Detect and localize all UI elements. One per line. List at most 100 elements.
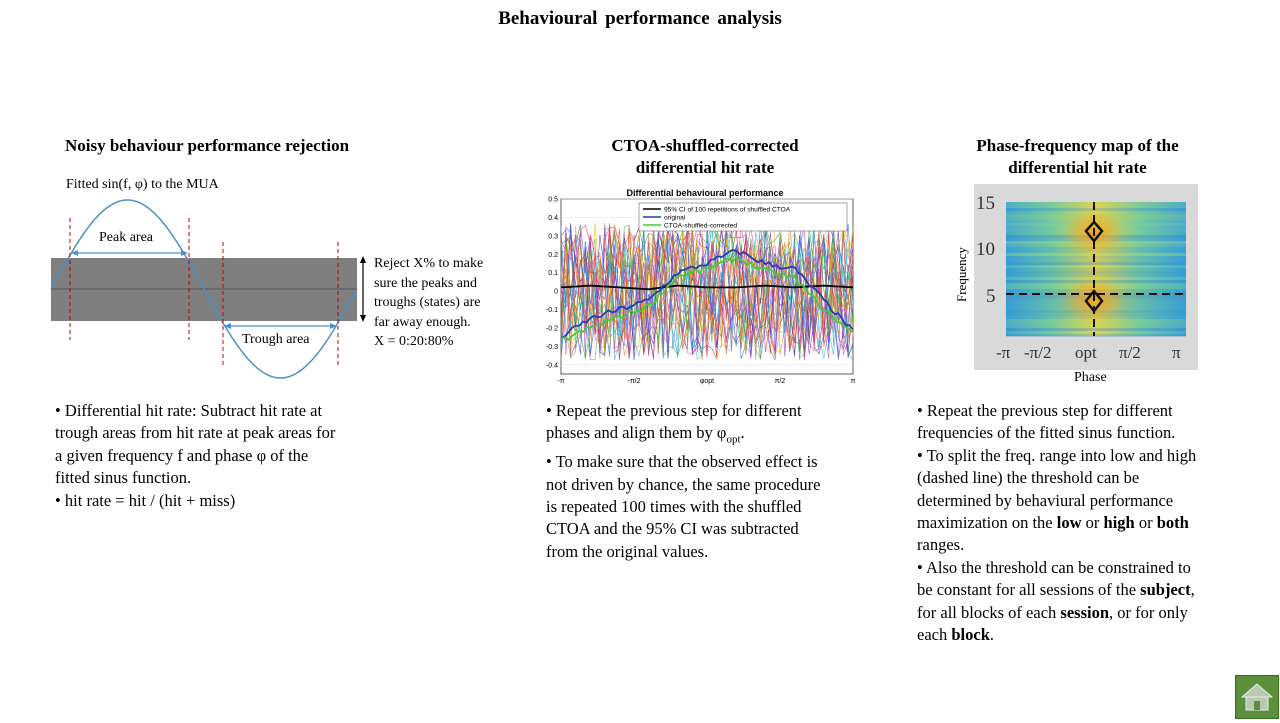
heatmap-stripe [1006,208,1186,211]
heatmap-stripe [1006,253,1186,256]
heading-line: CTOA-shuffled-corrected [611,136,799,155]
heatmap-stripe [1006,268,1186,271]
bullet-line: for all blocks of each session, or for o… [917,602,1257,624]
legend-label-ci: 95% CI of 100 repetitions of shuffled CT… [664,207,791,214]
bullet-line: (dashed line) the threshold can be [917,468,1140,488]
series-line-1 [560,248,854,339]
bullet-line: phases and align them by φopt. [546,422,876,451]
x-tick-label: -π [557,378,564,385]
bullet-text: phases and align them by φ [546,423,727,443]
heatmap-stripe [1006,328,1186,331]
legend-label-corrected: CTOA-shuffled-corrected [664,223,737,230]
bullet-line: • To make sure that the observed effect … [546,452,818,472]
heatmap-stripe [1006,271,1186,274]
series-line-2 [560,256,854,341]
page-title: Behavioural performance analysis [498,8,782,29]
y-tick-label: -0.2 [546,325,558,332]
reject-arrow-head-bottom [360,315,366,322]
legend-box [638,202,848,232]
bullet-line: • hit rate = hit / (hit + miss) [55,490,236,510]
shuffled-noise-trace [560,226,854,359]
peak-area-label: Peak area [99,230,154,245]
ytick-5: 5 [986,286,996,307]
bullet-line: determined by behaviural performance [917,490,1174,510]
home-icon [1240,683,1274,711]
ytick-15: 15 [976,193,995,214]
optimum-marker-low [1084,288,1104,314]
peak-arrow-head-right [181,250,188,256]
bullet-text: for all blocks of each [917,602,1061,622]
heatmap-stripe [1006,334,1186,337]
bullet-text: , [1190,580,1195,600]
y-tick-label: 0.5 [548,197,558,204]
bullet-line: frequencies of the fitted sinus function… [917,423,1176,443]
heatmap-stripe [1006,274,1186,277]
bullet-text: , or for only [1109,602,1188,622]
heatmap-stripe [1006,331,1186,334]
emphasis-subject: subject [1140,580,1191,600]
optimum-marker-high [1084,220,1104,244]
left-bullets: • Differential hit rate: Subtract hit ra… [55,400,395,512]
heading-line: Phase-frequency map of the [976,136,1179,155]
y-tick-label: 0 [554,289,558,296]
shuffled-noise-trace [560,223,854,361]
map-ylabel: Frequency [954,247,969,302]
y-tick-labels: 0.5 0.4 0.3 0.2 0.1 0 -0.1 -0.2 -0.3 -0.4 [546,197,558,370]
bullet-text: or [1081,513,1104,533]
x-tick-labels: -π -π/2 φopt π/2 π [557,378,855,385]
bullet-line: maximization on the low or high or both [917,512,1257,534]
heading-line: differential hit rate [635,158,775,177]
bullet-line: • Also the threshold can be constrained … [917,557,1191,577]
bullet-line: • To split the freq. range into low and … [917,445,1197,465]
heatmap-stripe [1006,256,1186,259]
legend-label-original: original [664,215,686,222]
bullet-line: • Repeat the previous step for different [546,401,802,420]
noisy-rejection-heading: Noisy behaviour performance rejection [64,136,350,155]
emphasis-high: high [1103,513,1135,533]
sine-rejection-diagram [50,199,366,379]
y-tick-label: -0.1 [546,307,558,314]
heading-line: differential hit rate [1008,158,1147,177]
heatmap-stripe [1006,322,1186,325]
bullet-line: ranges. [917,535,965,555]
bullet-text: . [989,625,994,645]
y-tick-label: 0.1 [548,270,558,277]
shuffled-noise-trace [560,223,854,361]
emphasis-block: block [951,625,990,645]
bullet-text: maximization on the [917,513,1057,533]
map-xlabel: Phase [1074,370,1107,385]
differential-performance-chart: Differential behavioural performance 0.5… [546,188,856,385]
bullet-line: not driven by chance, the same procedure [546,474,821,494]
emphasis-low: low [1056,513,1082,533]
trough-area-label: Trough area [242,332,310,347]
reject-line: sure the peaks and [374,275,478,291]
trough-arrow-head-right [330,323,337,329]
x-tick-label: π [851,378,856,385]
fitted-sine-curve [50,199,358,379]
ctoa-heading: CTOA-shuffled-corrected differential hit… [560,135,850,179]
reject-arrow-head-top [360,256,366,263]
x-tick-label: π/2 [775,378,786,385]
bullet-text: or [1134,513,1157,533]
emphasis-session: session [1060,602,1110,622]
xtick-half-pi: π/2 [1119,343,1141,362]
bullet-line: a given frequency f and phase φ of the [55,445,309,465]
reject-line: far away enough. [374,314,471,330]
heatmap-stripe [1006,325,1186,328]
home-button[interactable] [1235,675,1279,719]
series-lines [560,248,854,341]
peak-arrow-head-left [71,250,78,256]
bullet-line: each block. [917,624,1257,646]
bullet-line: CTOA and the 95% CI was subtracted [546,519,799,539]
middle-bullets: • Repeat the previous step for different… [546,400,876,563]
chart-title: Differential behavioural performance [626,188,783,198]
xtick-minus-half-pi: -π/2 [1024,343,1051,362]
ytick-10: 10 [976,239,995,260]
y-tick-label: 0.4 [548,215,558,222]
trough-arrow-head-left [224,323,231,329]
bullet-text: . [740,423,745,443]
bullet-line: fitted sinus function. [55,468,192,488]
heatmap-stripe [1006,205,1186,208]
reject-description: Reject X% to make sure the peaks and tro… [374,254,483,352]
phase-frequency-heading: Phase-frequency map of the differential … [940,135,1215,179]
